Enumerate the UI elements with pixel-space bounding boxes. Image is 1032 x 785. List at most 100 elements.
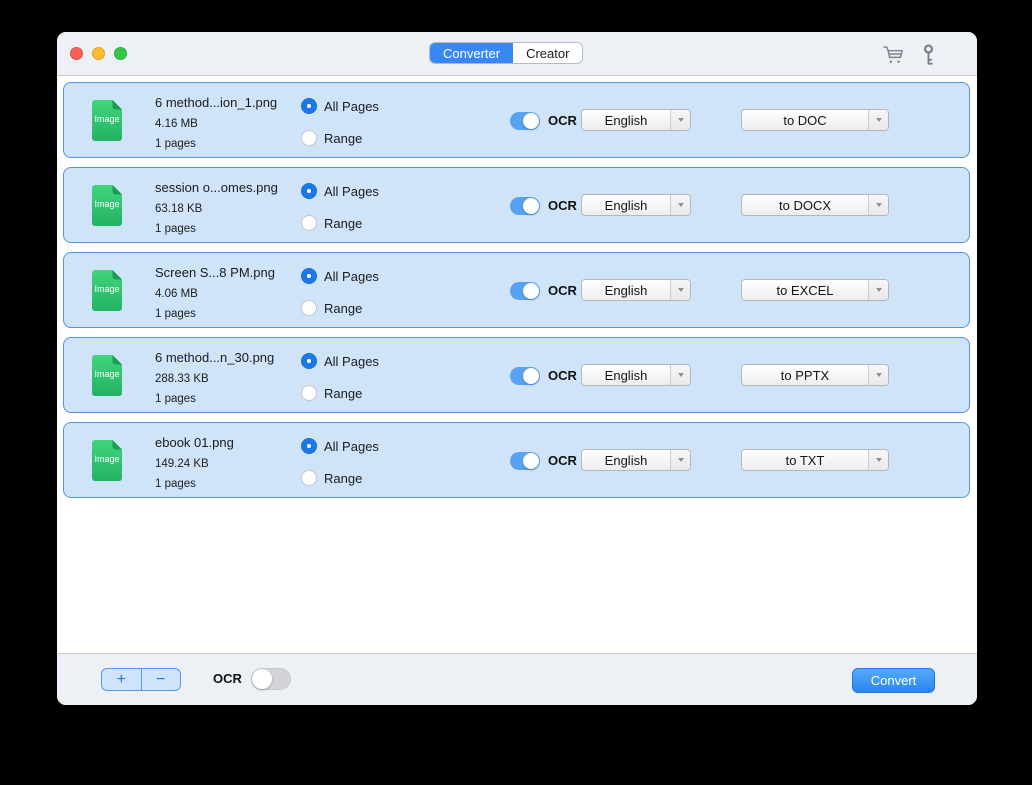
range-radio[interactable]: Range — [301, 215, 379, 231]
format-select[interactable]: to PPTX — [741, 364, 889, 386]
format-select[interactable]: to TXT — [741, 449, 889, 471]
language-value: English — [604, 197, 648, 213]
key-icon[interactable] — [922, 44, 935, 72]
radio-button-icon — [301, 300, 317, 316]
file-type-label: Image — [94, 369, 120, 379]
all-pages-label: All Pages — [324, 98, 379, 114]
file-type-label: Image — [94, 114, 120, 124]
file-name: 6 method...n_30.png — [155, 350, 275, 365]
file-row[interactable]: Image 6 method...ion_1.png 4.16 MB 1 pag… — [63, 82, 970, 158]
row-ocr-toggle[interactable] — [510, 452, 540, 470]
image-file-icon: Image — [92, 185, 122, 226]
toggle-knob — [523, 283, 539, 299]
traffic-lights — [70, 47, 127, 60]
chevron-down-icon — [670, 450, 690, 470]
file-size: 4.06 MB — [155, 288, 198, 300]
titlebar: Converter Creator — [57, 32, 977, 76]
toggle-knob — [523, 113, 539, 129]
file-row[interactable]: Image Screen S...8 PM.png 4.06 MB 1 page… — [63, 252, 970, 328]
file-type-label: Image — [94, 284, 120, 294]
radio-button-icon — [301, 268, 317, 284]
row-ocr-label: OCR — [548, 198, 577, 213]
file-row[interactable]: Image ebook 01.png 149.24 KB 1 pages All… — [63, 422, 970, 498]
format-value: to TXT — [785, 452, 825, 468]
all-pages-radio[interactable]: All Pages — [301, 438, 379, 454]
page-mode-group: All Pages Range — [301, 98, 379, 162]
radio-button-icon — [301, 98, 317, 114]
file-row[interactable]: Image session o...omes.png 63.18 KB 1 pa… — [63, 167, 970, 243]
radio-button-icon — [301, 215, 317, 231]
file-page-count: 1 pages — [155, 393, 196, 405]
chevron-down-icon — [868, 365, 888, 385]
language-select[interactable]: English — [581, 109, 691, 131]
format-select[interactable]: to DOC — [741, 109, 889, 131]
add-file-button[interactable]: + — [102, 669, 141, 690]
all-pages-label: All Pages — [324, 438, 379, 454]
file-list: Image 6 method...ion_1.png 4.16 MB 1 pag… — [57, 76, 977, 653]
close-window-button[interactable] — [70, 47, 83, 60]
row-ocr-label: OCR — [548, 283, 577, 298]
tab-creator[interactable]: Creator — [513, 43, 583, 63]
radio-button-icon — [301, 183, 317, 199]
file-size: 63.18 KB — [155, 203, 203, 215]
convert-button[interactable]: Convert — [852, 668, 935, 693]
zoom-window-button[interactable] — [114, 47, 127, 60]
all-pages-label: All Pages — [324, 353, 379, 369]
titlebar-icons — [882, 44, 935, 72]
language-select[interactable]: English — [581, 364, 691, 386]
global-ocr-label: OCR — [213, 671, 242, 686]
add-remove-group: + − — [101, 668, 181, 691]
page-mode-group: All Pages Range — [301, 268, 379, 332]
image-file-icon: Image — [92, 355, 122, 396]
chevron-down-icon — [868, 280, 888, 300]
file-type-label: Image — [94, 199, 120, 209]
all-pages-radio[interactable]: All Pages — [301, 183, 379, 199]
row-ocr-toggle[interactable] — [510, 282, 540, 300]
page-mode-group: All Pages Range — [301, 183, 379, 247]
all-pages-label: All Pages — [324, 268, 379, 284]
format-select[interactable]: to DOCX — [741, 194, 889, 216]
tab-converter[interactable]: Converter — [430, 43, 514, 63]
format-value: to DOC — [783, 112, 827, 128]
format-select[interactable]: to EXCEL — [741, 279, 889, 301]
file-info: 6 method...n_30.png 288.33 KB 1 pages — [155, 347, 274, 409]
range-radio[interactable]: Range — [301, 385, 379, 401]
language-select[interactable]: English — [581, 449, 691, 471]
radio-button-icon — [301, 438, 317, 454]
range-radio[interactable]: Range — [301, 130, 379, 146]
chevron-down-icon — [868, 110, 888, 130]
cart-icon[interactable] — [882, 44, 905, 70]
global-ocr-toggle[interactable] — [251, 668, 291, 690]
all-pages-label: All Pages — [324, 183, 379, 199]
language-value: English — [604, 452, 648, 468]
chevron-down-icon — [670, 365, 690, 385]
all-pages-radio[interactable]: All Pages — [301, 353, 379, 369]
file-page-count: 1 pages — [155, 478, 196, 490]
radio-button-icon — [301, 385, 317, 401]
file-size: 288.33 KB — [155, 373, 209, 385]
all-pages-radio[interactable]: All Pages — [301, 98, 379, 114]
chevron-down-icon — [670, 280, 690, 300]
row-ocr-toggle[interactable] — [510, 367, 540, 385]
all-pages-radio[interactable]: All Pages — [301, 268, 379, 284]
image-file-icon: Image — [92, 440, 122, 481]
row-ocr-label: OCR — [548, 368, 577, 383]
file-type-label: Image — [94, 454, 120, 464]
row-ocr-toggle[interactable] — [510, 112, 540, 130]
file-name: Screen S...8 PM.png — [155, 265, 275, 280]
language-value: English — [604, 367, 648, 383]
file-info: session o...omes.png 63.18 KB 1 pages — [155, 177, 278, 239]
range-radio[interactable]: Range — [301, 300, 379, 316]
remove-file-button[interactable]: − — [142, 669, 181, 690]
file-row[interactable]: Image 6 method...n_30.png 288.33 KB 1 pa… — [63, 337, 970, 413]
radio-button-icon — [301, 470, 317, 486]
minimize-window-button[interactable] — [92, 47, 105, 60]
format-value: to PPTX — [780, 367, 830, 383]
range-radio[interactable]: Range — [301, 470, 379, 486]
chevron-down-icon — [670, 195, 690, 215]
file-info: 6 method...ion_1.png 4.16 MB 1 pages — [155, 92, 277, 154]
language-value: English — [604, 282, 648, 298]
row-ocr-toggle[interactable] — [510, 197, 540, 215]
language-select[interactable]: English — [581, 194, 691, 216]
language-select[interactable]: English — [581, 279, 691, 301]
